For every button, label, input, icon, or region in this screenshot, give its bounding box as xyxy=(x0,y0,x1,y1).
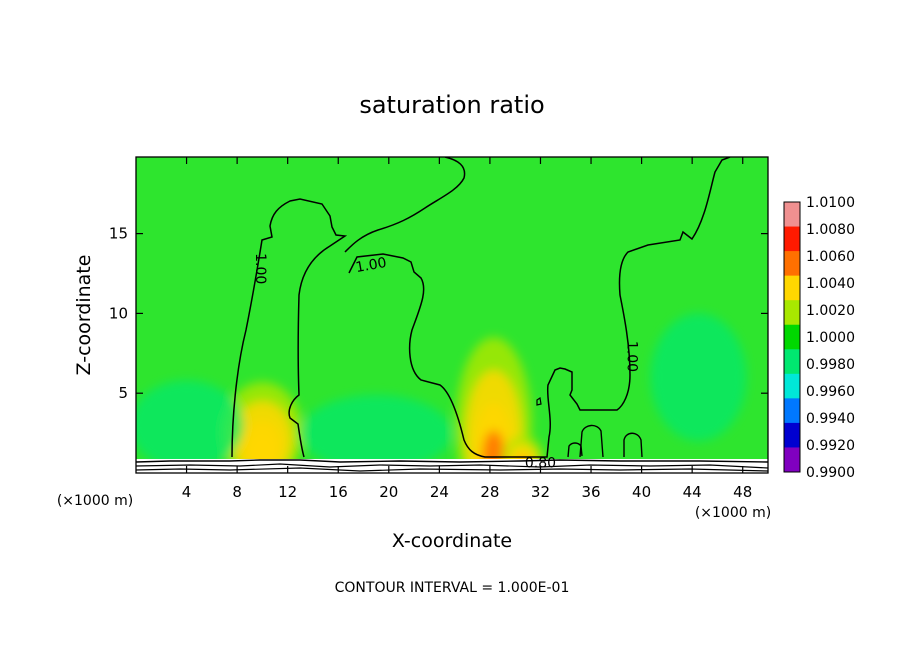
dry-region-left-layer-0 xyxy=(136,380,244,470)
colorbar-swatch-1 xyxy=(784,226,800,252)
colorbar-swatch-8 xyxy=(784,398,800,424)
surface-contour-2 xyxy=(136,463,768,469)
colorbar-swatch-7 xyxy=(784,373,800,399)
x-tick-label-6: 28 xyxy=(480,483,499,501)
x-tick-label-0: 4 xyxy=(182,483,192,501)
contour-label-0: 1.00 xyxy=(252,253,268,284)
contour-label-2: 1.00 xyxy=(623,341,639,372)
dry-region-mid-layer-0 xyxy=(300,394,452,472)
x-tick-label-7: 32 xyxy=(531,483,550,501)
surface-contour-3 xyxy=(136,467,768,472)
colorbar-swatch-3 xyxy=(784,275,800,301)
plot-area: 1.00 1.00 1.00 0.80 xyxy=(136,157,768,473)
dry-region-mid xyxy=(300,394,452,472)
x-axis-label: X-coordinate xyxy=(392,530,512,552)
colorbar-label-3: 1.0040 xyxy=(806,276,855,292)
x-unit-right: (×1000 m) xyxy=(695,505,771,521)
y-tick-label-2: 15 xyxy=(109,225,128,243)
colorbar-label-5: 1.0000 xyxy=(806,330,855,346)
x-unit-left: (×1000 m) xyxy=(57,493,133,509)
colorbar-label-2: 1.0060 xyxy=(806,249,855,265)
colorbar-swatch-4 xyxy=(784,300,800,326)
x-tick-label-4: 20 xyxy=(379,483,398,501)
dry-region-right xyxy=(650,313,747,442)
dry-region-left xyxy=(136,380,244,470)
x-tick-label-9: 40 xyxy=(632,483,651,501)
y-tick-label-1: 10 xyxy=(109,304,128,322)
colorbar-label-1: 1.0080 xyxy=(806,222,855,238)
contour-interval-note: CONTOUR INTERVAL = 1.000E-01 xyxy=(335,580,570,596)
colorbar-label-10: 0.9900 xyxy=(806,465,855,481)
colorbar-swatch-5 xyxy=(784,324,800,350)
y-axis-label: Z-coordinate xyxy=(73,255,95,376)
moist-column-left xyxy=(221,382,303,473)
x-tick-label-3: 16 xyxy=(329,483,348,501)
contour-closed-4 xyxy=(536,396,542,406)
x-tick-label-5: 24 xyxy=(430,483,449,501)
plot-frame xyxy=(135,156,769,474)
contour-line-2 xyxy=(348,157,731,458)
colorbar-label-6: 0.9980 xyxy=(806,357,855,373)
x-tick-label-10: 44 xyxy=(683,483,702,501)
x-tick-label-2: 12 xyxy=(278,483,297,501)
contour-line-3 xyxy=(344,157,466,253)
colorbar-swatch-9 xyxy=(784,422,800,448)
contour-label-3: 0.80 xyxy=(525,455,556,471)
colorbar-label-4: 1.0020 xyxy=(806,303,855,319)
contour-labels: 1.00 1.00 1.00 0.80 xyxy=(252,253,640,471)
contour-line-1 xyxy=(231,198,348,458)
x-tick-label-11: 48 xyxy=(733,483,752,501)
contour-closed-2 xyxy=(579,424,604,458)
y-tick-label-0: 5 xyxy=(118,384,128,402)
colorbar-swatch-2 xyxy=(784,251,800,277)
colorbar-label-8: 0.9940 xyxy=(806,411,855,427)
colorbar: 1.0100 1.0080 1.0060 1.0040 1.0020 1.0000 0.99… xyxy=(783,195,855,481)
chart-title: saturation ratio xyxy=(359,91,544,119)
x-tick-label-8: 36 xyxy=(581,483,600,501)
dry-region-right-layer-0 xyxy=(650,313,747,442)
colorbar-swatch-0 xyxy=(784,202,800,228)
contour-label-1: 1.00 xyxy=(354,255,387,276)
colorbar-label-7: 0.9960 xyxy=(806,384,855,400)
surface-contour-1 xyxy=(136,459,768,463)
contour-closed-3 xyxy=(623,432,643,458)
colorbar-frame xyxy=(783,201,801,473)
colorbar-label-9: 0.9920 xyxy=(806,438,855,454)
x-tick-label-1: 8 xyxy=(232,483,242,501)
colorbar-swatch-6 xyxy=(784,349,800,375)
colorbar-swatch-10 xyxy=(784,447,800,473)
colorbar-label-0: 1.0100 xyxy=(806,195,855,211)
